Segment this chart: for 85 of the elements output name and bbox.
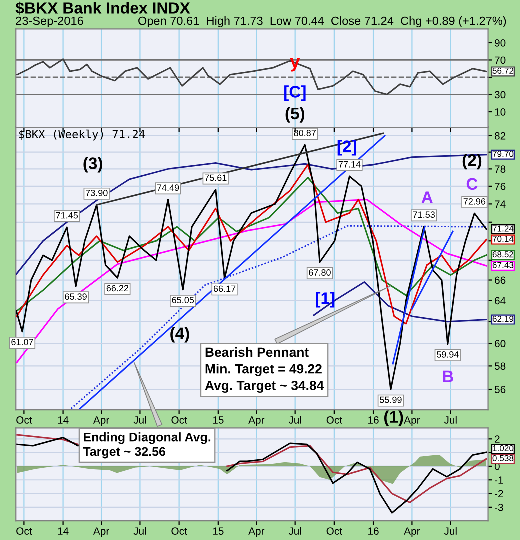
data-label: 1.020 <box>493 445 514 452</box>
x-tick-label: 16 <box>368 416 379 424</box>
line-series <box>16 154 488 276</box>
annotation: 80.87 <box>294 130 316 136</box>
x-tick-label: Oct <box>326 416 342 424</box>
y-tick-label: 64 <box>495 297 506 305</box>
x-tick-label: Jul <box>444 527 457 535</box>
data-label: 56.72 <box>492 68 514 74</box>
y-tick-label: 90 <box>495 39 506 47</box>
annotation: Bearish Pennant Min. Target = 49.22 Avg. Target ~ 34.84 <box>205 347 324 394</box>
data-label: 0.538 <box>492 455 514 462</box>
annotation: 75.61 <box>205 174 227 182</box>
annotation: (5) <box>286 107 305 123</box>
annotation: 66.17 <box>214 286 236 292</box>
chart-subtitle: 23-Sep-2016 <box>16 16 84 28</box>
y-tick-label: 58 <box>494 362 506 370</box>
x-tick-label: Apr <box>93 416 110 426</box>
x-tick-label: Apr <box>404 528 420 538</box>
annotation: Ending Diagonal Avg. Target ~ 32.56 <box>83 432 211 459</box>
annotation: 72.96 <box>464 198 486 205</box>
y-tick-label: 76 <box>495 182 506 190</box>
x-tick-label: 16 <box>368 528 379 535</box>
x-tick-label: Apr <box>248 528 265 538</box>
y-tick-label: 10 <box>495 108 506 116</box>
y-tick-label: 66 <box>495 276 506 284</box>
annotation: 65.39 <box>65 294 87 300</box>
y-tick-label: 82 <box>494 132 506 140</box>
x-tick-label: 14 <box>58 528 69 535</box>
annotation: 71.53 <box>413 212 436 218</box>
data-label: 62.19 <box>492 316 514 322</box>
data-label: 79.70 <box>492 151 514 158</box>
y-tick-label: -3 <box>494 504 504 512</box>
annotation: (2) <box>462 154 482 170</box>
annotation: A <box>422 192 433 204</box>
line-series <box>313 282 488 323</box>
annotation: [2] <box>338 140 356 156</box>
data-label: 67.43 <box>492 262 514 268</box>
y-tick-label: 78 <box>495 166 506 174</box>
x-tick-label: Oct <box>172 416 188 424</box>
y-tick-label: 70 <box>495 56 506 64</box>
x-tick-label: Oct <box>326 528 342 535</box>
x-tick-label: 15 <box>213 416 224 424</box>
data-label: 68.52 <box>492 252 514 258</box>
x-tick-label: 15 <box>213 528 224 535</box>
x-tick-label: Oct <box>16 528 32 535</box>
text: Open 70.61 High 71.73 Low 70.44 Close 71.24 Chg +0.89 (+1.27%) <box>138 16 506 28</box>
annotation: B <box>443 370 454 382</box>
x-tick-label: Jul <box>134 416 146 424</box>
x-tick-label: Oct <box>172 528 188 535</box>
annotation: 77.14 <box>338 162 361 168</box>
y-tick-label: -1 <box>494 476 504 484</box>
y-tick-label: 60 <box>495 340 506 348</box>
x-tick-label: Apr <box>93 528 110 538</box>
data-label: 70.14 <box>492 236 514 242</box>
x-tick-label: Jul <box>288 527 302 535</box>
data-label: 71.24 <box>492 226 514 232</box>
annotation: 65.05 <box>172 297 194 304</box>
line-series <box>16 176 488 312</box>
annotation: 59.94 <box>436 351 459 358</box>
y-tick-label: 74 <box>495 200 506 208</box>
annotation: C <box>466 178 478 190</box>
chart-title: $BKX Bank Index INDX <box>16 2 190 15</box>
annotation: 66.22 <box>106 285 129 292</box>
y-tick-label: 56 <box>494 386 506 394</box>
annotation: 67.80 <box>309 270 331 276</box>
x-tick-label: Jul <box>444 416 457 424</box>
annotation: 71.45 <box>56 212 78 219</box>
x-tick-label: 14 <box>58 416 69 424</box>
text: (1) <box>384 410 404 426</box>
y-tick-label: 2 <box>495 436 500 443</box>
y-tick-label: 30 <box>494 91 506 99</box>
x-tick-label: Jul <box>134 527 146 535</box>
x-tick-label: Oct <box>16 416 32 424</box>
annotation: 61.07 <box>12 339 34 346</box>
x-tick-label: Apr <box>248 416 265 426</box>
chart-title: $BKX (Weekly) 71.24 <box>20 130 146 141</box>
annotation: 74.49 <box>157 184 180 192</box>
annotation: 55.99 <box>380 396 402 404</box>
annotation: (3) <box>84 157 102 173</box>
annotation: (4) <box>170 327 190 343</box>
x-tick-label: Apr <box>404 416 420 426</box>
annotation: 73.90 <box>86 190 108 196</box>
annotation: [1] <box>316 292 335 308</box>
x-tick-label: Jul <box>288 416 302 424</box>
y-tick-label: -2 <box>494 490 504 498</box>
